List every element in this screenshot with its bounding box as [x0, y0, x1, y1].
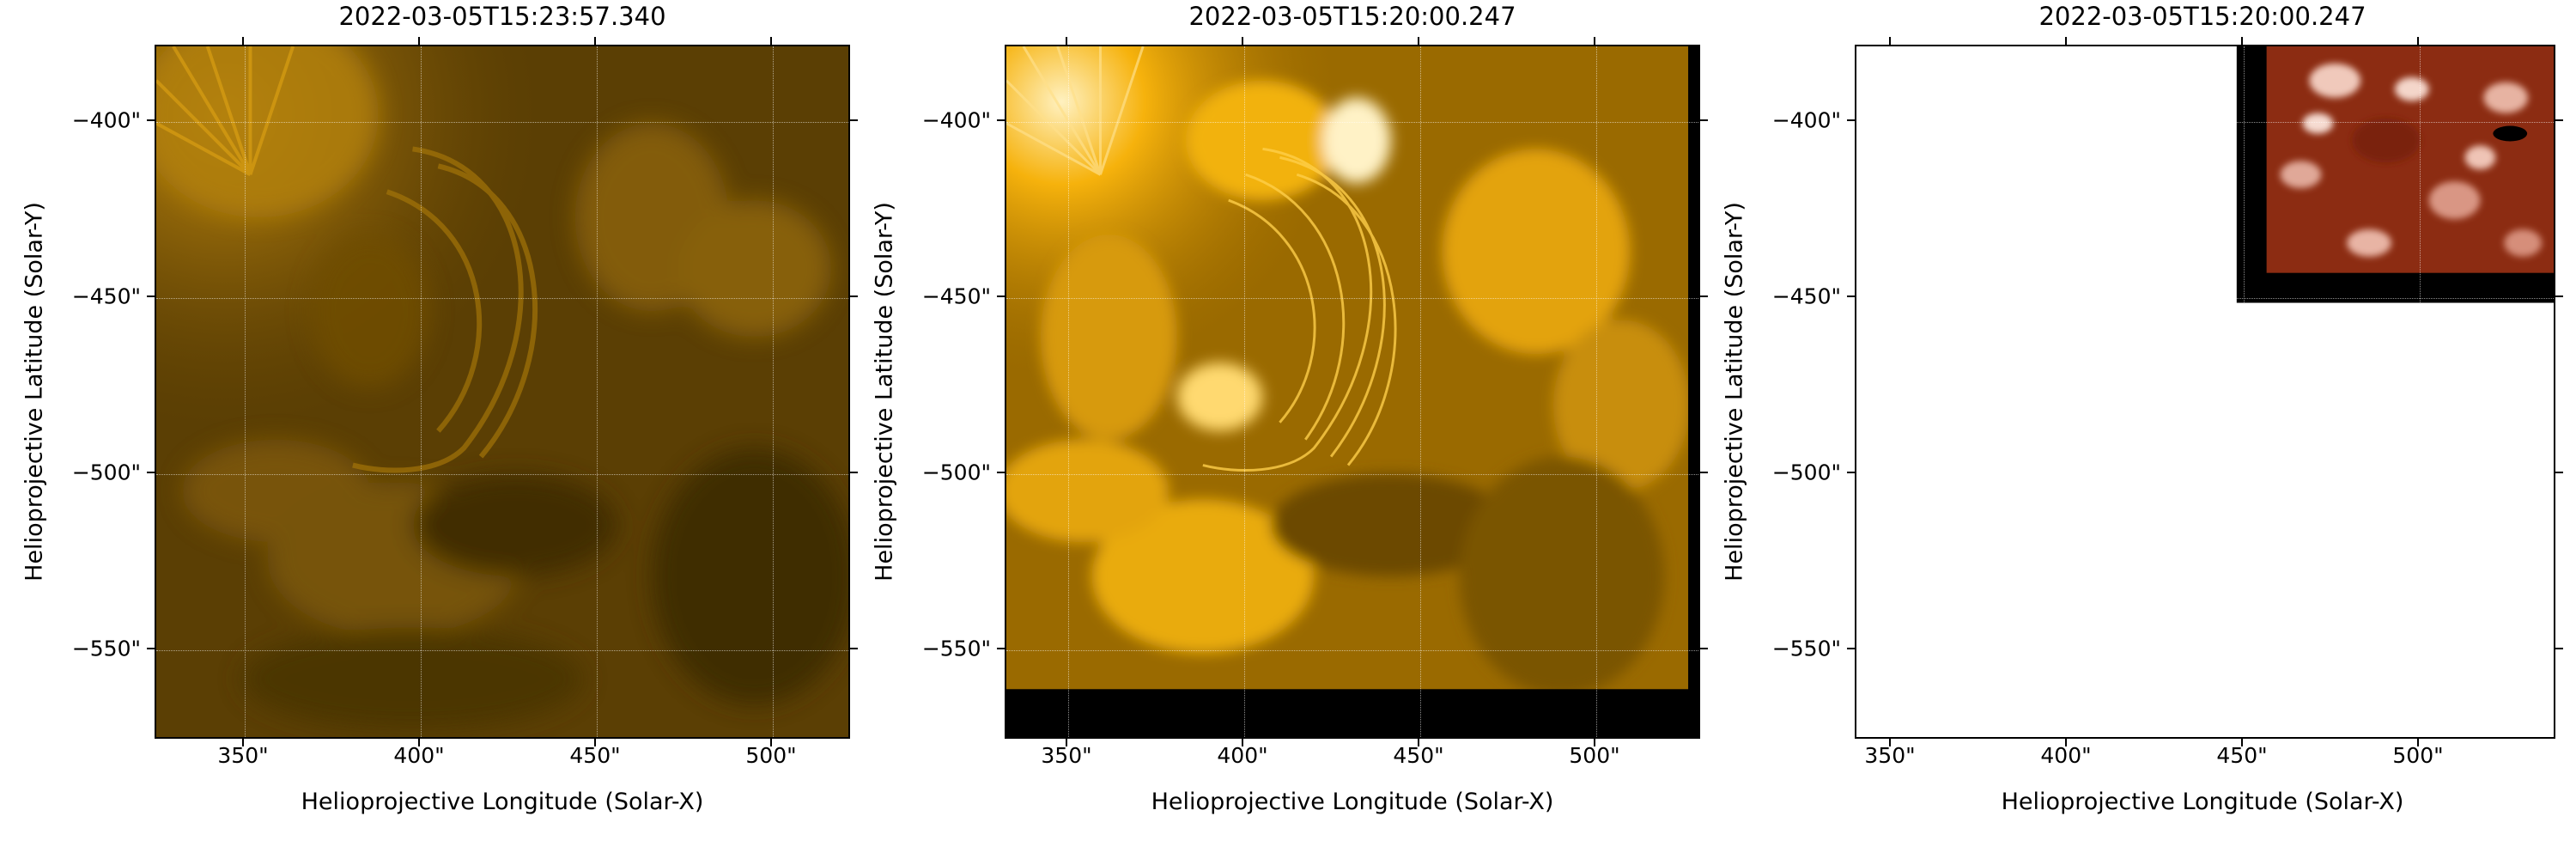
x-tick-label: 450": [2216, 743, 2268, 768]
y-tick-label: −450": [1771, 283, 1841, 309]
grid-line: [421, 46, 422, 737]
y-tick-label: −400": [71, 107, 141, 133]
x-axis-label: Helioprojective Longitude (Solar-X): [2001, 789, 2404, 815]
y-tick-label: −500": [921, 460, 991, 485]
grid-line: [1596, 46, 1597, 737]
x-tick-label: 350": [1864, 743, 1916, 768]
y-tick-label: −500": [71, 460, 141, 485]
x-tick-label: 500": [745, 743, 797, 768]
x-tick-label: 500": [1569, 743, 1620, 768]
y-tick-label: −550": [1771, 636, 1841, 661]
reprojected-image: [1856, 46, 2554, 737]
grid-line: [1420, 46, 1421, 737]
grid-line: [1006, 122, 1698, 123]
grid-line: [1006, 650, 1698, 651]
image-axes: [1855, 45, 2555, 739]
x-tick-label: 450": [569, 743, 621, 768]
grid-line: [597, 46, 598, 737]
image-axes: [1005, 45, 1700, 739]
x-tick-label: 500": [2392, 743, 2444, 768]
grid-line: [156, 474, 848, 475]
panel-3: 2022-03-05T15:20:00.247: [1700, 0, 2576, 859]
grid-line: [1006, 474, 1698, 475]
y-axis-label: Helioprojective Latitude (Solar-Y): [871, 202, 898, 582]
grid-line: [2068, 46, 2069, 737]
solar-image-sharp: [1006, 46, 1698, 737]
x-tick-label: 450": [1393, 743, 1444, 768]
solar-image-blurred: [156, 46, 848, 737]
grid-line: [156, 122, 848, 123]
grid-line: [156, 650, 848, 651]
panel-title: 2022-03-05T15:20:00.247: [1188, 2, 1516, 31]
grid-line: [1856, 650, 2554, 651]
grid-line: [1244, 46, 1245, 737]
x-tick-label: 350": [1041, 743, 1092, 768]
grid-line: [2244, 46, 2245, 737]
x-axis-label: Helioprojective Longitude (Solar-X): [1151, 789, 1554, 815]
panel-1: 2022-03-05T15:23:57.340: [0, 0, 859, 859]
panel-2: 2022-03-05T15:20:00.247: [850, 0, 1709, 859]
grid-line: [2420, 46, 2421, 737]
grid-line: [1892, 46, 1893, 737]
y-tick-label: −450": [921, 283, 991, 309]
x-tick-label: 400": [393, 743, 445, 768]
y-tick-label: −450": [71, 283, 141, 309]
panel-title: 2022-03-05T15:23:57.340: [338, 2, 666, 31]
y-axis-label: Helioprojective Latitude (Solar-Y): [21, 202, 48, 582]
grid-line: [1856, 122, 2554, 123]
grid-line: [245, 46, 246, 737]
x-tick-label: 350": [217, 743, 269, 768]
grid-line: [773, 46, 774, 737]
grid-line: [1856, 298, 2554, 299]
y-tick-label: −500": [1771, 460, 1841, 485]
panel-title: 2022-03-05T15:20:00.247: [2038, 2, 2366, 31]
y-tick-label: −400": [1771, 107, 1841, 133]
y-axis-label: Helioprojective Latitude (Solar-Y): [1721, 202, 1748, 582]
grid-line: [1856, 474, 2554, 475]
grid-line: [156, 298, 848, 299]
grid-line: [1068, 46, 1069, 737]
image-axes: [155, 45, 850, 739]
grid-line: [1006, 298, 1698, 299]
x-tick-label: 400": [2040, 743, 2092, 768]
x-tick-label: 400": [1217, 743, 1268, 768]
y-tick-label: −550": [71, 636, 141, 661]
y-tick-label: −400": [921, 107, 991, 133]
x-axis-label: Helioprojective Longitude (Solar-X): [301, 789, 704, 815]
y-tick-label: −550": [921, 636, 991, 661]
